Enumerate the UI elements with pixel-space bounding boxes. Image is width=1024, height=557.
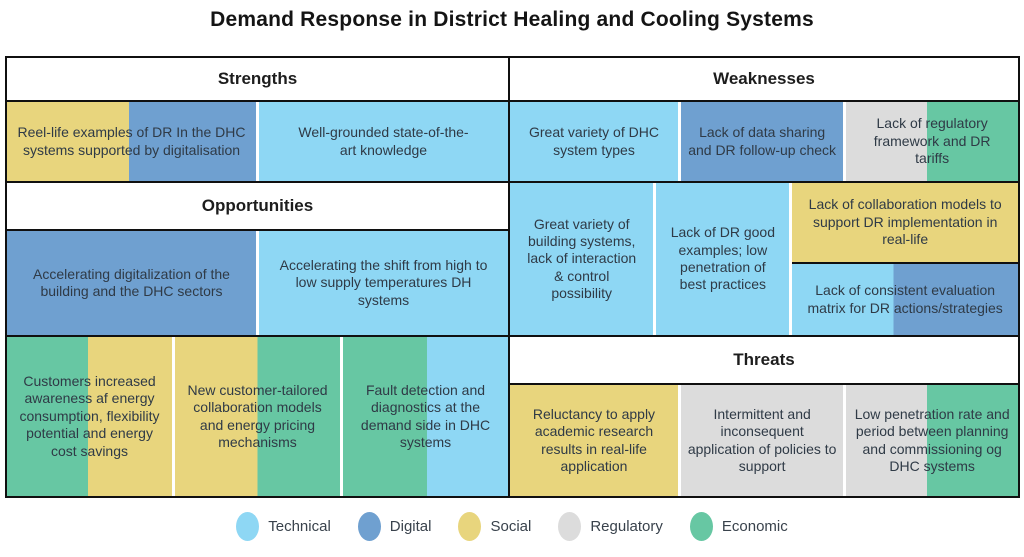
opportunities-cell-2: Accelerating the shift from high to low … <box>259 231 508 335</box>
opportunities-header: Opportunities <box>7 183 508 231</box>
economic-swatch-icon <box>689 512 713 541</box>
cell-text: Fault detection and diagnostics at the d… <box>360 381 491 450</box>
cell-text: Accelerating the shift from high to low … <box>279 256 488 308</box>
legend-label-economic: Economic <box>721 518 788 535</box>
cell-text: Accelerating digitalization of the build… <box>33 265 230 299</box>
technical-swatch-icon <box>236 512 260 541</box>
weaknesses-cell-7: Lack of consistent evaluation matrix for… <box>792 264 1018 335</box>
legend-item-technical: Technical <box>236 512 331 541</box>
opportunities-row-1: Accelerating digitalization of the build… <box>7 231 508 337</box>
regulatory-swatch-icon <box>558 512 582 541</box>
cell-text: Lack of collaboration models to support … <box>808 196 1002 248</box>
weaknesses-subcolumn: Lack of collaboration models to support … <box>792 183 1018 335</box>
opportunities-cell-4: New customer-tailored collaboration mode… <box>175 337 340 496</box>
strengths-row: Reel-life examples of DR In the DHC syst… <box>7 102 508 183</box>
legend-label-social: Social <box>490 518 532 535</box>
weaknesses-cell-1: Great variety of DHC system types <box>510 102 678 181</box>
cell-text: Intermittent and inconsequent applicatio… <box>687 405 837 474</box>
legend-label-regulatory: Regulatory <box>590 518 663 535</box>
threats-cell-3: Low penetration rate and period between … <box>846 385 1018 496</box>
legend-item-economic: Economic <box>689 512 788 541</box>
page-title: Demand Response in District Healing and … <box>210 8 814 31</box>
cell-text: Lack of data sharing and DR follow-up ch… <box>688 124 837 158</box>
weaknesses-cell-5: Lack of DR good examples; low penetratio… <box>656 183 790 335</box>
cell-text: Great variety of building systems, lack … <box>527 215 637 302</box>
weaknesses-cell-4: Great variety of building systems, lack … <box>510 183 654 335</box>
cell-text: Great variety of DHC system types <box>529 124 659 158</box>
weaknesses-row-1: Great variety of DHC system types Lack o… <box>510 102 1018 183</box>
legend-label-technical: Technical <box>268 518 331 535</box>
weaknesses-row-2: Great variety of building systems, lack … <box>510 183 1018 337</box>
strengths-cell-2: Well-grounded state-of-the-art knowledge <box>259 102 508 181</box>
threats-cell-1: Reluctancy to apply academic research re… <box>510 385 678 496</box>
opportunities-row-2: Customers increased awareness af energy … <box>7 337 508 496</box>
legend-label-digital: Digital <box>389 518 432 535</box>
right-panel: Weaknesses Great variety of DHC system t… <box>510 58 1018 496</box>
cell-text: Lack of DR good examples; low penetratio… <box>670 224 775 293</box>
cell-text: Reel-life examples of DR In the DHC syst… <box>17 124 246 158</box>
strengths-cell-1: Reel-life examples of DR In the DHC syst… <box>7 102 256 181</box>
left-panel: Strengths Reel-life examples of DR In th… <box>7 58 510 496</box>
weaknesses-cell-6: Lack of collaboration models to support … <box>792 183 1018 264</box>
cell-text: Customers increased awareness af energy … <box>19 373 160 459</box>
opportunities-cell-1: Accelerating digitalization of the build… <box>7 231 256 335</box>
threats-row: Reluctancy to apply academic research re… <box>510 385 1018 496</box>
weaknesses-cell-3: Lack of regulatory framework and DR tari… <box>846 102 1018 181</box>
legend-item-social: Social <box>458 512 531 541</box>
category-legend: Technical Digital Social Regulatory Econ… <box>0 512 1024 541</box>
threats-header: Threats <box>510 337 1018 385</box>
weaknesses-header: Weaknesses <box>510 58 1018 102</box>
swot-board: Strengths Reel-life examples of DR In th… <box>5 56 1020 498</box>
cell-text: Lack of consistent evaluation matrix for… <box>807 282 1003 316</box>
cell-text: Reluctancy to apply academic research re… <box>532 405 656 474</box>
weaknesses-cell-2: Lack of data sharing and DR follow-up ch… <box>680 102 844 181</box>
strengths-header: Strengths <box>7 58 508 102</box>
cell-text: Well-grounded state-of-the-art knowledge <box>298 124 469 158</box>
cell-text: Low penetration rate and period between … <box>854 405 1010 474</box>
social-swatch-icon <box>458 512 482 541</box>
legend-item-regulatory: Regulatory <box>558 512 663 541</box>
opportunities-cell-3: Customers increased awareness af energy … <box>7 337 172 496</box>
threats-cell-2: Intermittent and inconsequent applicatio… <box>680 385 844 496</box>
opportunities-cell-5: Fault detection and diagnostics at the d… <box>343 337 508 496</box>
cell-text: New customer-tailored collaboration mode… <box>187 381 328 450</box>
cell-text: Lack of regulatory framework and DR tari… <box>873 115 991 167</box>
legend-item-digital: Digital <box>357 512 432 541</box>
digital-swatch-icon <box>357 512 381 541</box>
